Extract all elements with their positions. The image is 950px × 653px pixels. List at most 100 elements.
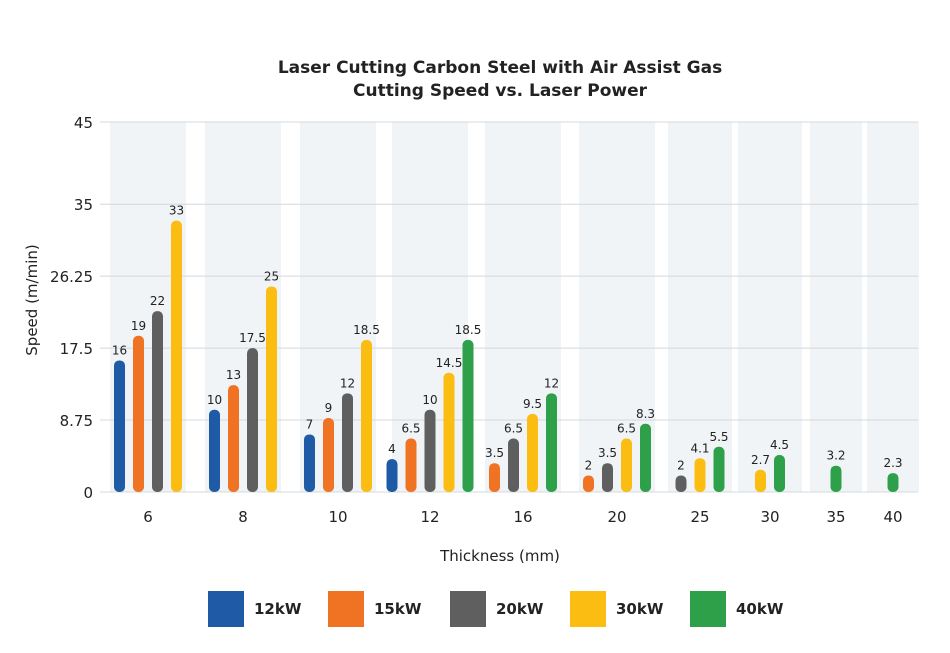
- bar-value-label: 8.3: [636, 407, 655, 421]
- bar: [228, 385, 239, 492]
- category-band: [867, 122, 919, 492]
- bar-value-label: 12: [340, 376, 355, 390]
- legend-swatch: [690, 591, 726, 627]
- bar: [424, 409, 436, 492]
- bar-value-label: 10: [207, 393, 222, 407]
- category-band: [668, 122, 732, 492]
- bar-value-label: 18.5: [353, 323, 380, 337]
- x-tick-label: 10: [328, 508, 347, 526]
- bar: [602, 463, 613, 492]
- bar-value-label: 4.1: [690, 441, 709, 455]
- legend-swatch: [208, 591, 244, 627]
- bar: [527, 413, 538, 492]
- bar-value-label: 10: [422, 393, 437, 407]
- bar: [546, 393, 557, 492]
- bar: [640, 423, 651, 492]
- chart-subtitle: Cutting Speed vs. Laser Power: [353, 81, 647, 101]
- bar-value-label: 22: [150, 294, 165, 308]
- bar: [755, 469, 766, 492]
- bar: [583, 475, 594, 492]
- bar-value-label: 5.5: [709, 430, 728, 444]
- x-tick-label: 6: [143, 508, 153, 526]
- bar-value-label: 33: [169, 204, 184, 218]
- bar-value-label: 3.2: [826, 449, 845, 463]
- x-tick-label: 40: [883, 508, 902, 526]
- x-tick-label: 30: [760, 508, 779, 526]
- bar-value-label: 9: [325, 401, 333, 415]
- bar: [114, 360, 125, 492]
- y-tick-label: 17.5: [60, 340, 93, 358]
- legend: 12kW 15kW 20kW 30kW 40kW: [0, 591, 950, 627]
- bar: [386, 459, 398, 492]
- bar: [304, 434, 315, 492]
- bar: [405, 438, 417, 492]
- bar-value-label: 6.5: [617, 422, 636, 436]
- bar-value-label: 4: [388, 442, 396, 456]
- x-axis-title: Thickness (mm): [439, 547, 560, 565]
- bar-value-label: 4.5: [770, 438, 789, 452]
- bar: [713, 446, 725, 492]
- category-band: [738, 122, 802, 492]
- bar-value-label: 19: [131, 319, 146, 333]
- category-band: [810, 122, 862, 492]
- bar: [171, 220, 182, 492]
- bar-value-label: 2.7: [751, 453, 770, 467]
- bar-value-label: 25: [264, 269, 279, 283]
- bar-value-label: 13: [226, 368, 241, 382]
- x-tick-label: 12: [420, 508, 439, 526]
- bar-value-label: 2.3: [883, 456, 902, 470]
- bar-value-label: 2: [677, 459, 685, 473]
- y-tick-label: 0: [83, 484, 93, 502]
- legend-label: 20kW: [496, 600, 544, 618]
- bar-value-label: 6.5: [504, 422, 523, 436]
- bar: [361, 339, 372, 492]
- bar-value-label: 7: [306, 417, 314, 431]
- bar: [443, 372, 455, 492]
- bar: [247, 348, 258, 492]
- y-tick-label: 45: [74, 114, 93, 132]
- bar-value-label: 18.5: [455, 323, 482, 337]
- bar-value-label: 6.5: [401, 422, 420, 436]
- bar: [209, 409, 220, 492]
- bar: [675, 475, 687, 492]
- bar-value-label: 16: [112, 343, 127, 357]
- bar: [694, 458, 706, 492]
- bar-value-label: 2: [585, 459, 593, 473]
- bar: [152, 311, 163, 492]
- bar-value-label: 12: [544, 376, 559, 390]
- bar: [489, 463, 500, 492]
- legend-swatch: [450, 591, 486, 627]
- legend-label: 15kW: [374, 600, 422, 618]
- y-tick-label: 26.25: [50, 268, 93, 286]
- y-axis-title: Speed (m/min): [23, 244, 41, 355]
- legend-label: 40kW: [736, 600, 784, 618]
- y-tick-label: 35: [74, 196, 93, 214]
- bar: [323, 418, 334, 492]
- legend-swatch: [328, 591, 364, 627]
- bar: [342, 393, 353, 492]
- x-tick-label: 25: [690, 508, 709, 526]
- legend-label: 12kW: [254, 600, 302, 618]
- bar-value-label: 3.5: [485, 446, 504, 460]
- bar: [508, 438, 519, 492]
- bar: [133, 335, 144, 492]
- legend-swatch: [570, 591, 606, 627]
- bar-value-label: 9.5: [523, 397, 542, 411]
- bar: [774, 455, 785, 492]
- bar-value-label: 14.5: [436, 356, 463, 370]
- chart-title: Laser Cutting Carbon Steel with Air Assi…: [277, 58, 723, 78]
- x-tick-label: 16: [513, 508, 532, 526]
- legend-label: 30kW: [616, 600, 664, 618]
- bar-value-label: 3.5: [598, 446, 617, 460]
- bar: [621, 438, 632, 492]
- bar-value-label: 17.5: [239, 331, 266, 345]
- x-tick-label: 20: [607, 508, 626, 526]
- bar: [887, 473, 899, 492]
- x-tick-label: 8: [238, 508, 248, 526]
- x-tick-label: 35: [826, 508, 845, 526]
- bar: [266, 286, 277, 492]
- bar: [830, 465, 842, 492]
- y-tick-label: 8.75: [60, 412, 93, 430]
